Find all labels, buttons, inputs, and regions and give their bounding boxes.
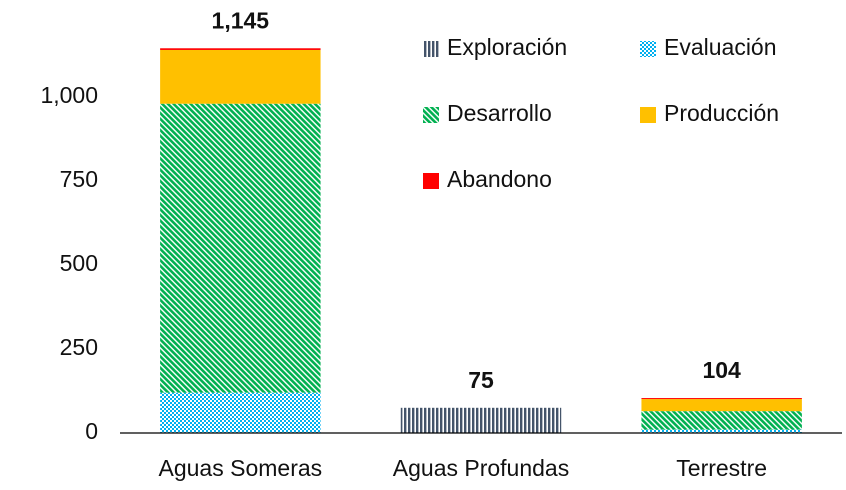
legend-swatch [423, 173, 439, 189]
legend-swatch [640, 107, 656, 123]
bar-segment [400, 407, 562, 433]
y-tick-label: 250 [60, 334, 98, 360]
total-label: 1,145 [212, 7, 270, 33]
legend-swatch [640, 41, 656, 57]
bar-segment [641, 429, 802, 433]
legend-label: Evaluación [664, 34, 777, 60]
bar-segment [160, 48, 321, 50]
bar-segment [160, 392, 321, 433]
bar-segment [641, 398, 802, 400]
x-tick-label: Terrestre [676, 455, 767, 481]
y-tick-label: 750 [60, 166, 98, 192]
legend-swatch [423, 107, 439, 123]
total-label: 75 [468, 367, 494, 393]
legend-label: Producción [664, 100, 779, 126]
bar-segment [160, 103, 321, 393]
total-label: 104 [702, 357, 741, 383]
bar-segment [160, 49, 321, 104]
bar-segment [641, 411, 802, 430]
legend-label: Exploración [447, 34, 567, 60]
legend-label: Abandono [447, 166, 552, 192]
legend-swatch [423, 41, 439, 57]
y-tick-label: 1,000 [40, 82, 98, 108]
x-tick-label: Aguas Profundas [393, 455, 569, 481]
y-tick-label: 0 [85, 418, 98, 444]
y-tick-label: 500 [60, 250, 98, 276]
x-tick-label: Aguas Someras [159, 455, 323, 481]
legend-label: Desarrollo [447, 100, 552, 126]
bar-segment [641, 399, 802, 412]
